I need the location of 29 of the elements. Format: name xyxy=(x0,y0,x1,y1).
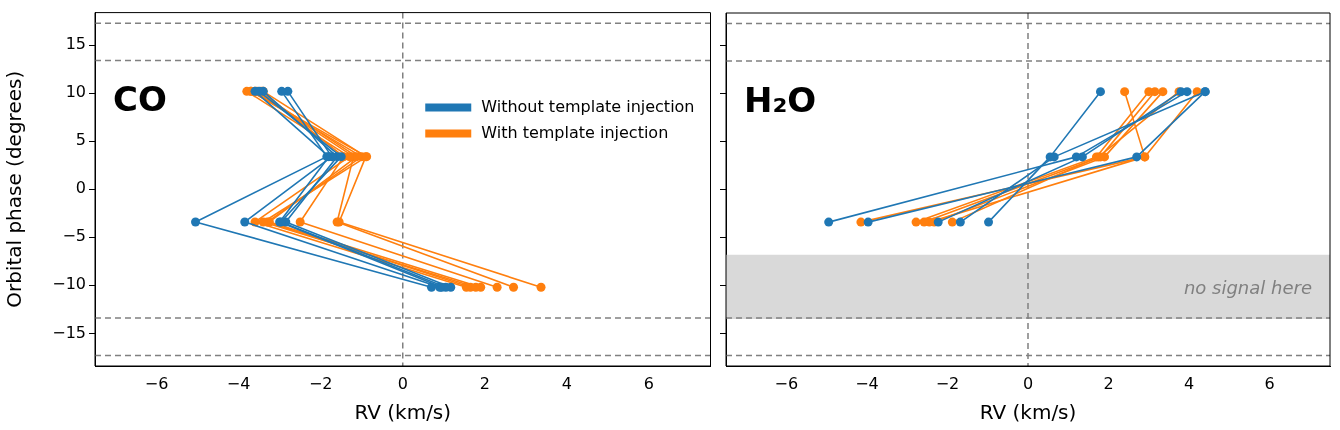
y-axis-title: Orbital phase (degrees) xyxy=(2,70,27,308)
x-tick-label: −4 xyxy=(226,373,251,393)
x-tick-label: 2 xyxy=(479,373,490,393)
x-tick-label: −6 xyxy=(144,373,169,393)
y-tick-label: −10 xyxy=(52,274,86,294)
y-tick-label: 10 xyxy=(65,82,86,102)
band-label: no signal here xyxy=(1183,276,1312,298)
annotation: CO xyxy=(113,79,167,120)
x-tick-label: −4 xyxy=(855,373,879,393)
y-tick-label: 15 xyxy=(65,34,86,54)
legend-label: Without template injection xyxy=(481,96,695,116)
x-tick-label: −6 xyxy=(774,373,799,393)
legend-label: With template injection xyxy=(481,122,669,142)
x-tick-label: 6 xyxy=(1264,373,1275,393)
y-tick-label: 0 xyxy=(75,178,86,198)
y-tick-label: 5 xyxy=(75,130,86,150)
x-tick-label: 0 xyxy=(1022,373,1034,393)
x-tick-label: −2 xyxy=(935,373,960,393)
x-tick-label: 2 xyxy=(1103,373,1114,393)
annotation: H₂O xyxy=(744,79,817,120)
x-tick-label: 4 xyxy=(1183,373,1195,393)
x-tick-label: −2 xyxy=(308,373,333,393)
y-tick-label: −5 xyxy=(62,226,86,246)
x-axis-title: RV (km/s) xyxy=(979,400,1077,425)
x-tick-label: 6 xyxy=(643,373,655,393)
x-axis-title: RV (km/s) xyxy=(354,400,452,425)
x-tick-label: 4 xyxy=(561,373,572,393)
x-tick-label: 0 xyxy=(397,373,408,393)
y-tick-label: −15 xyxy=(52,322,86,342)
